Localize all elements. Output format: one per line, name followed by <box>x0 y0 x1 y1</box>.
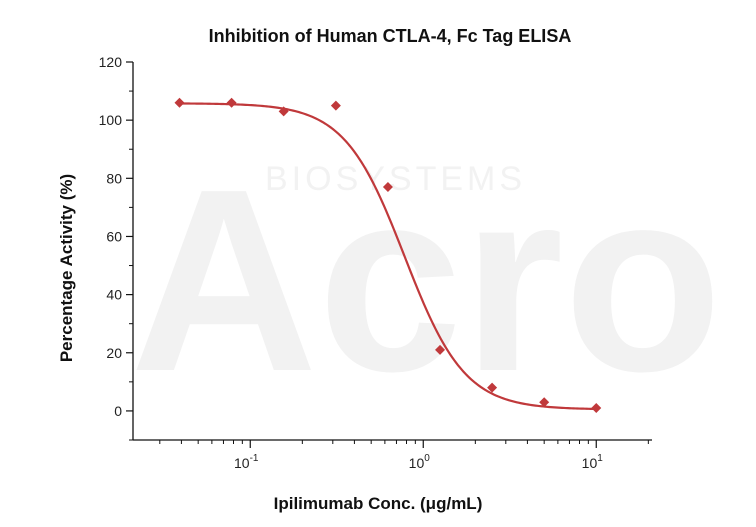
data-points <box>174 97 602 414</box>
fit-curve <box>179 102 597 411</box>
y-tick-label: 60 <box>106 228 122 244</box>
watermark-subtext: BIOSYSTEMS <box>265 160 526 198</box>
y-axis-title: Percentage Activity (%) <box>57 174 76 362</box>
fit-curve-layer <box>179 102 597 411</box>
y-tick-label: 20 <box>106 345 122 361</box>
x-tick-label: 101 <box>582 453 604 471</box>
x-tick-label: 100 <box>409 453 431 471</box>
x-axis-title: Ipilimumab Conc. (μg/mL) <box>274 494 483 513</box>
data-point <box>278 106 289 117</box>
watermark: Acro BIOSYSTEMS <box>130 136 722 426</box>
data-point <box>330 100 341 111</box>
y-tick-label: 100 <box>99 112 123 128</box>
y-tick-label: 0 <box>114 403 122 419</box>
y-tick-label: 80 <box>106 170 122 186</box>
chart-title: Inhibition of Human CTLA-4, Fc Tag ELISA <box>209 26 572 46</box>
data-point <box>591 403 602 414</box>
watermark-logo: Acro <box>130 136 722 426</box>
y-tick-label: 120 <box>99 54 123 70</box>
data-point <box>174 97 185 108</box>
data-point <box>539 397 550 408</box>
data-point <box>435 344 446 355</box>
x-tick-label: 10-1 <box>234 453 259 471</box>
data-point <box>487 382 498 393</box>
y-tick-label: 40 <box>106 287 122 303</box>
data-point <box>382 182 393 193</box>
data-point <box>226 97 237 108</box>
